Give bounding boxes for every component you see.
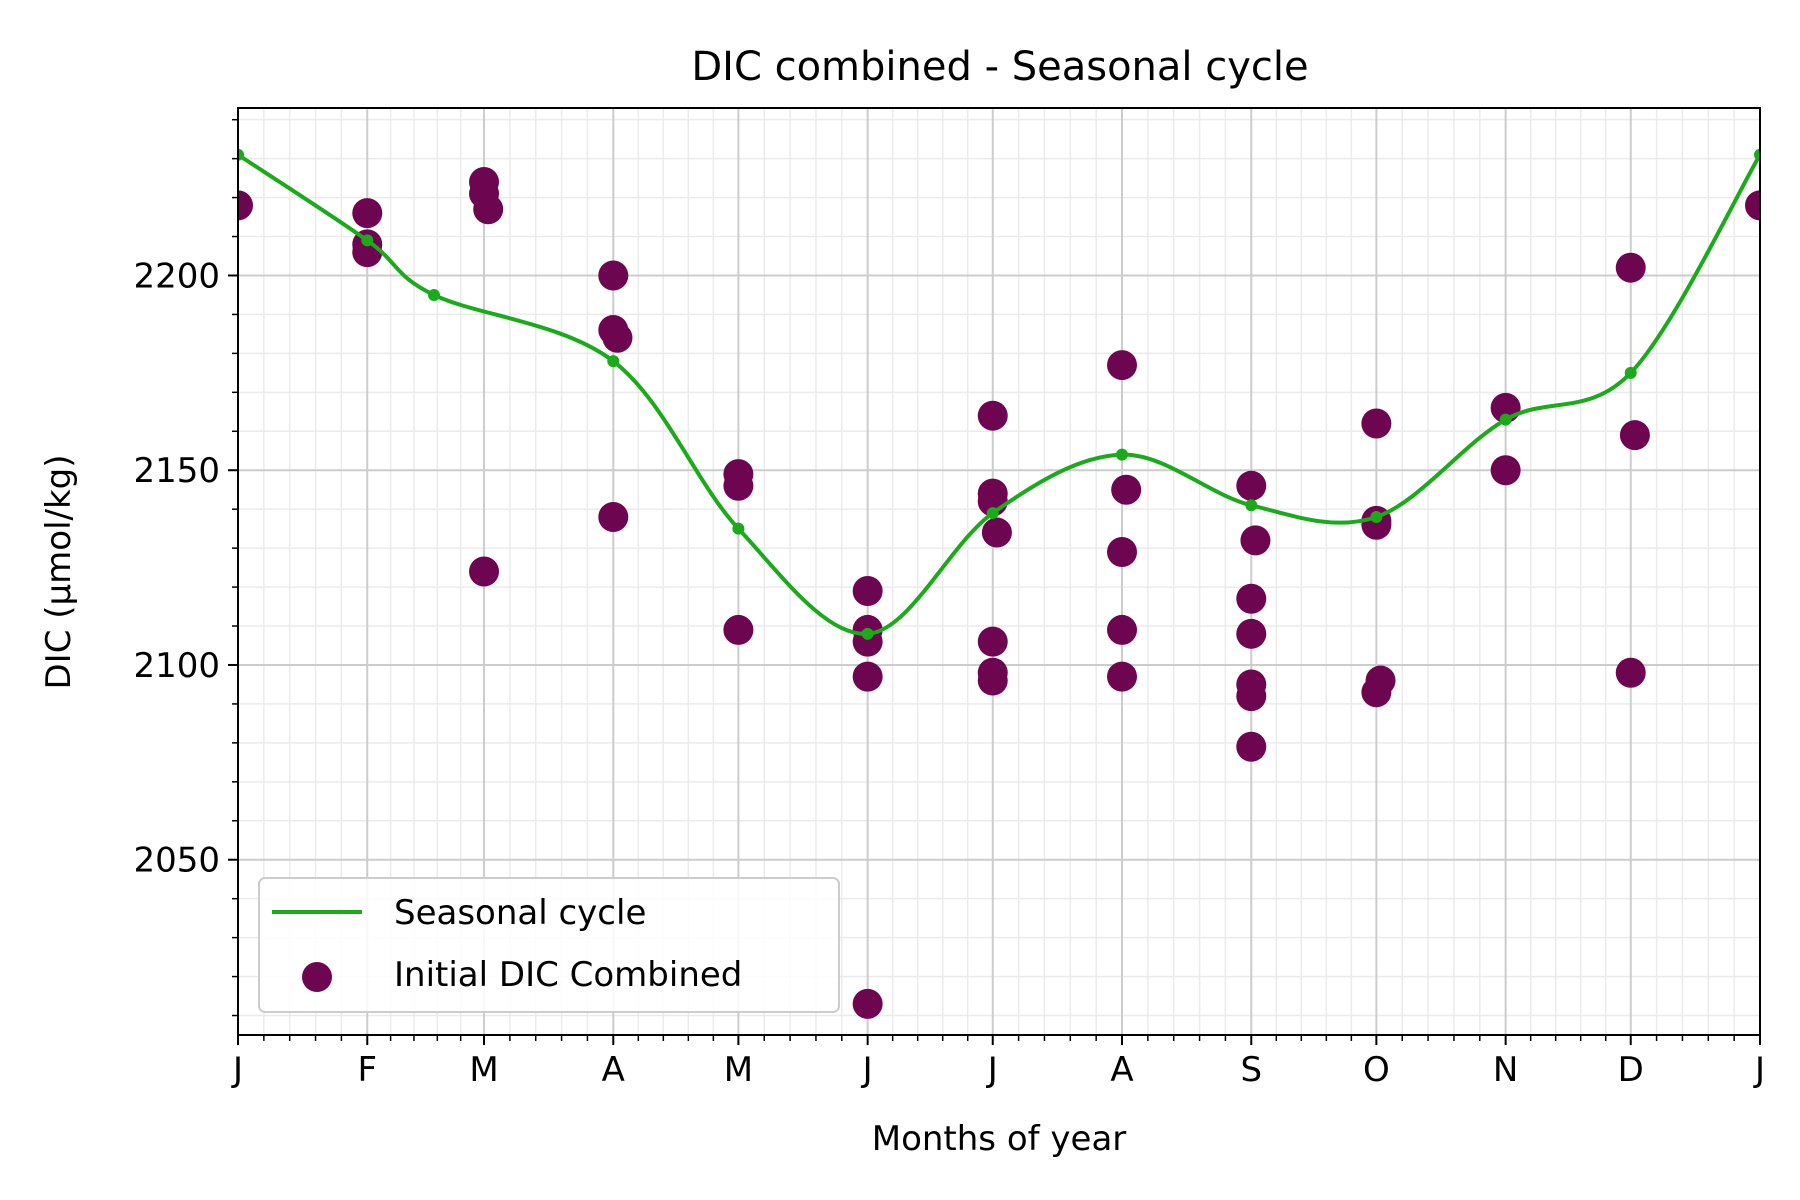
initial-dic-point — [723, 470, 754, 501]
initial-dic-point — [852, 988, 883, 1019]
chart-title: DIC combined - Seasonal cycle — [691, 44, 1308, 90]
y-axis-label: DIC (µmol/kg) — [39, 454, 79, 689]
initial-dic-point — [598, 260, 629, 291]
initial-dic-point — [1619, 420, 1650, 451]
initial-dic-point — [981, 517, 1012, 548]
y-axis: 2050 2100 2150 2200 — [133, 118, 238, 1017]
initial-dic-point — [1361, 677, 1392, 708]
plot-frame — [237, 107, 1761, 1036]
y-tick-label: 2100 — [133, 646, 220, 686]
initial-dic-point — [977, 400, 1008, 431]
initial-dic-point — [852, 575, 883, 606]
legend: Seasonal cycle Initial DIC Combined — [258, 877, 840, 1013]
initial-dic-point — [469, 556, 500, 587]
initial-dic-point — [977, 626, 1008, 657]
seasonal-cycle-point — [986, 507, 999, 520]
initial-dic-point — [723, 614, 754, 645]
seasonal-cycle-point — [732, 522, 745, 535]
x-tick-label: J — [986, 1050, 998, 1090]
y-tick-label: 2150 — [133, 451, 220, 491]
seasonal-cycle-point — [861, 627, 874, 640]
x-tick-label: M — [469, 1050, 498, 1090]
series-clip-group — [238, 148, 1760, 1019]
seasonal-cycle-point — [427, 288, 440, 301]
initial-dic-point — [1236, 618, 1267, 649]
initial-dic-point — [1107, 537, 1138, 568]
seasonal-cycle-point — [607, 355, 620, 368]
initial-dic-point — [1361, 408, 1392, 439]
x-tick-label: J — [861, 1050, 873, 1090]
seasonal-cycle-point — [1624, 366, 1637, 379]
initial-dic-point — [602, 322, 633, 353]
x-tick-label: M — [724, 1050, 753, 1090]
initial-dic-point — [1107, 661, 1138, 692]
x-tick-label: A — [1110, 1050, 1133, 1090]
x-tick-label: O — [1363, 1050, 1390, 1090]
seasonal-cycle-point — [1499, 413, 1512, 426]
y-tick-label: 2050 — [133, 841, 220, 881]
x-tick-label: D — [1618, 1050, 1644, 1090]
x-tick-label: F — [357, 1050, 377, 1090]
initial-dic-point — [352, 198, 383, 229]
legend-box — [258, 877, 840, 1013]
x-tick-label: N — [1493, 1050, 1518, 1090]
initial-dic-point — [238, 190, 253, 221]
seasonal-cycle-point — [1754, 148, 1760, 161]
initial-dic-point — [598, 501, 629, 532]
initial-dic-point — [1107, 614, 1138, 645]
initial-dic-point — [1490, 455, 1521, 486]
x-tick-label: A — [602, 1050, 625, 1090]
seasonal-cycle-point — [1116, 448, 1129, 461]
legend-marker-swatch — [302, 962, 332, 992]
seasonal-cycle-point — [1245, 499, 1258, 512]
legend-label-seasonal-cycle: Seasonal cycle — [394, 893, 646, 933]
initial-dic-point — [1615, 252, 1646, 283]
x-tick-label: J — [1753, 1050, 1765, 1090]
initial-dic-point — [1236, 470, 1267, 501]
initial-dic-point — [1111, 474, 1142, 505]
initial-dic-point — [473, 194, 504, 225]
seasonal-cycle-point — [238, 148, 244, 161]
y-tick-label: 2200 — [133, 256, 220, 296]
initial-dic-point — [1107, 350, 1138, 381]
initial-dic-point — [852, 661, 883, 692]
initial-dic-point — [977, 665, 1008, 696]
initial-dic-point — [1236, 731, 1267, 762]
seasonal-cycle-point — [1370, 510, 1383, 523]
x-axis-label: Months of year — [872, 1119, 1127, 1159]
initial-dic-point — [1745, 190, 1760, 221]
initial-dic-point — [1236, 583, 1267, 614]
series-layer — [238, 148, 1760, 1019]
legend-label-initial-dic: Initial DIC Combined — [394, 955, 742, 995]
x-tick-label: J — [231, 1050, 243, 1090]
initial-dic-point — [1240, 525, 1271, 556]
initial-dic-point — [1236, 681, 1267, 712]
x-tick-label: S — [1240, 1050, 1262, 1090]
initial-dic-point — [1615, 657, 1646, 688]
seasonal-cycle-point — [361, 234, 374, 247]
